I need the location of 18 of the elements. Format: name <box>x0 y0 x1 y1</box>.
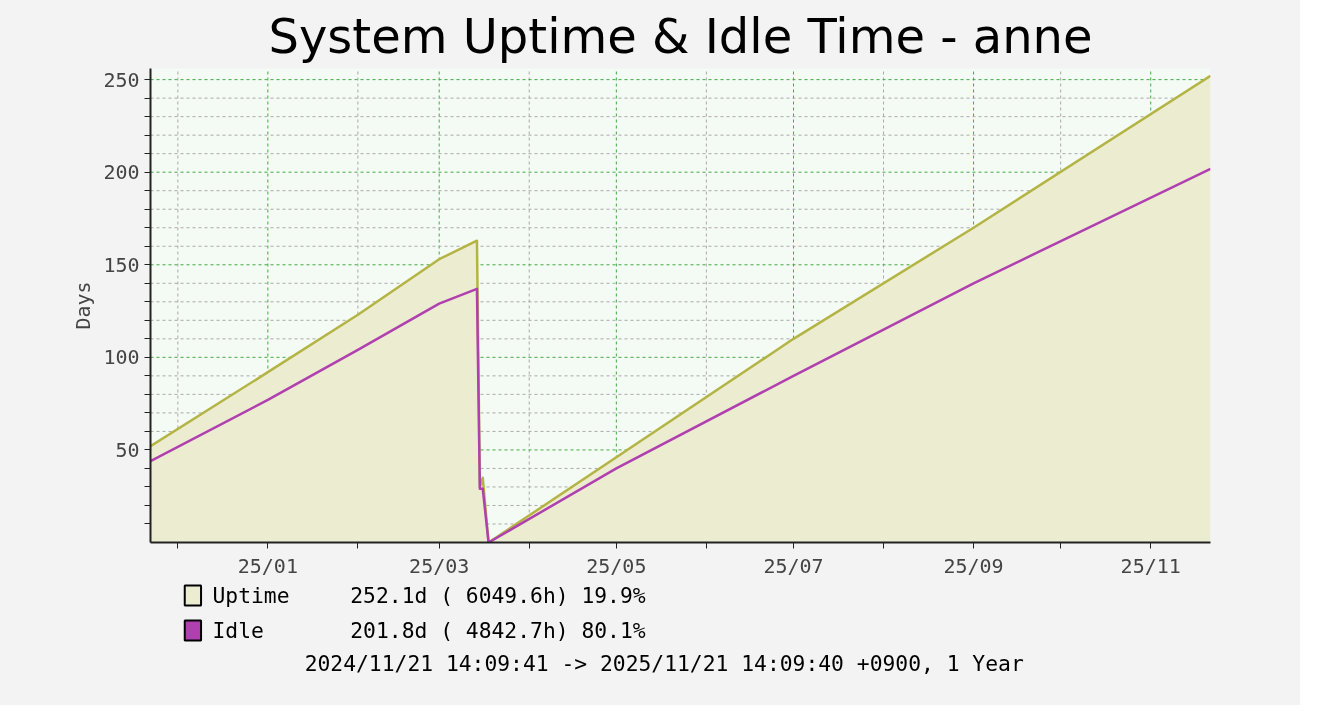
legend-label: Uptime <box>212 583 290 608</box>
x-tick-label: 25/11 <box>1120 553 1181 578</box>
y-tick-label: 100 <box>103 345 140 370</box>
y-tick-label: 150 <box>103 252 140 277</box>
text: 252.1d ( 6049.6h) 19.9% <box>350 583 646 608</box>
y-tick-label: 50 <box>115 437 140 462</box>
x-tick-label: 25/09 <box>943 553 1004 578</box>
legend-label: Idle <box>212 618 264 643</box>
y-tick-label: 200 <box>103 160 140 185</box>
y-tick-label: 250 <box>103 67 140 92</box>
x-tick-label: 25/03 <box>409 553 470 578</box>
chart-title: System Uptime & Idle Time - anne <box>268 7 1093 64</box>
x-tick-label: 25/07 <box>763 553 824 578</box>
x-tick-label: 25/05 <box>586 553 647 578</box>
y-axis-title: Days <box>71 281 96 330</box>
text: 201.8d ( 4842.7h) 80.1% <box>350 618 646 643</box>
text: 2024/11/21 14:09:41 -> 2025/11/21 14:09:40 +0900, 1 Year <box>304 651 1024 676</box>
x-tick-label: 25/01 <box>237 553 298 578</box>
